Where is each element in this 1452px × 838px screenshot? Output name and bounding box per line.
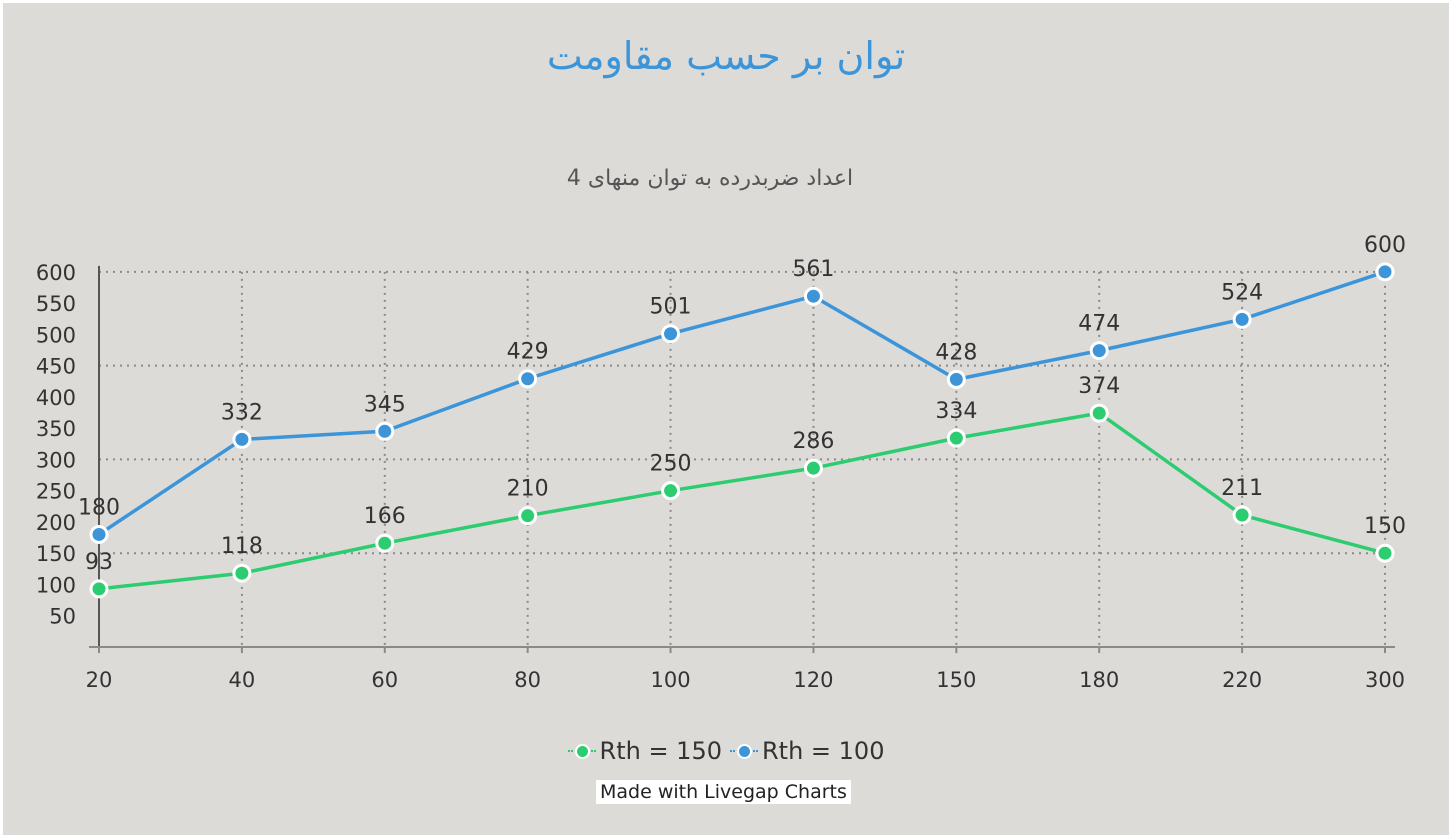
- data-label-series-1: 250: [650, 452, 692, 477]
- data-label-series-1: 150: [1364, 514, 1406, 539]
- y-tick-label: 400: [36, 386, 76, 410]
- data-label-series-1: 286: [792, 429, 834, 454]
- y-tick-label: 200: [36, 511, 76, 535]
- data-point-series-1: [803, 458, 823, 478]
- y-tick-label: 500: [36, 323, 76, 347]
- data-point-series-1: [518, 506, 538, 526]
- legend-item-series-1[interactable]: Rth = 150: [567, 737, 722, 765]
- data-label-series-2: 600: [1364, 233, 1406, 258]
- data-point-series-1: [946, 428, 966, 448]
- data-label-series-2: 180: [78, 495, 120, 520]
- x-tick-label: 120: [793, 668, 833, 692]
- data-label-series-1: 210: [507, 477, 549, 502]
- x-tick-label: 40: [229, 668, 256, 692]
- data-point-series-1: [89, 579, 109, 599]
- x-tick-label: 80: [514, 668, 541, 692]
- x-tick-label: 150: [936, 668, 976, 692]
- legend: Rth = 150 Rth = 100: [0, 737, 1452, 765]
- x-tick-label: 220: [1222, 668, 1262, 692]
- y-tick-label: 550: [36, 292, 76, 316]
- data-label-series-2: 345: [364, 392, 406, 417]
- y-tick-label: 150: [36, 542, 76, 566]
- data-point-series-2: [1089, 341, 1109, 361]
- data-label-series-1: 118: [221, 534, 263, 559]
- legend-item-series-2[interactable]: Rth = 100: [730, 737, 884, 765]
- data-label-series-1: 374: [1078, 374, 1120, 399]
- x-tick-label: 60: [371, 668, 398, 692]
- data-point-series-2: [89, 524, 109, 544]
- data-point-series-2: [661, 324, 681, 344]
- chart-title: توان بر حسب مقاومت: [546, 34, 906, 78]
- series-line-2: [98, 270, 1386, 536]
- data-label-series-1: 334: [935, 399, 977, 424]
- legend-marker-series-2: [730, 741, 758, 761]
- x-tick-label: 180: [1079, 668, 1119, 692]
- data-point-series-1: [1089, 403, 1109, 423]
- y-tick-label: 300: [36, 448, 76, 472]
- data-point-series-1: [232, 563, 252, 583]
- data-point-series-2: [232, 429, 252, 449]
- data-point-series-2: [803, 286, 823, 306]
- chart-subtitle: اعداد ضربدرده به توان منهای 4: [566, 166, 854, 191]
- data-point-series-1: [1375, 543, 1395, 563]
- data-label-series-1: 166: [364, 504, 406, 529]
- legend-label-series-1: Rth = 150: [599, 737, 722, 765]
- data-point-series-1: [375, 533, 395, 553]
- data-label-series-2: 524: [1221, 280, 1263, 305]
- legend-label-series-2: Rth = 100: [762, 737, 885, 765]
- y-tick-label: 600: [36, 261, 76, 285]
- data-label-series-2: 332: [221, 400, 263, 425]
- data-label-series-2: 501: [650, 295, 692, 320]
- series-line-1: [98, 411, 1386, 591]
- data-label-series-2: 561: [792, 257, 834, 282]
- data-point-series-2: [1232, 309, 1252, 329]
- x-tick-label: 100: [651, 668, 691, 692]
- data-point-series-1: [661, 481, 681, 501]
- data-point-series-2: [946, 369, 966, 389]
- data-point-series-1: [1232, 505, 1252, 525]
- y-tick-label: 350: [36, 417, 76, 441]
- y-tick-label: 250: [36, 480, 76, 504]
- data-point-series-2: [518, 369, 538, 389]
- x-tick-label: 300: [1365, 668, 1405, 692]
- y-tick-label: 100: [36, 573, 76, 597]
- data-label-series-2: 429: [507, 340, 549, 365]
- x-tick-label: 20: [86, 668, 113, 692]
- data-label-series-2: 474: [1078, 312, 1120, 337]
- y-tick-label: 450: [36, 355, 76, 379]
- data-label-series-1: 211: [1221, 476, 1263, 501]
- legend-marker-series-1: [567, 741, 596, 761]
- data-point-series-2: [375, 421, 395, 441]
- y-tick-label: 50: [49, 605, 76, 629]
- credit-label[interactable]: Made with Livegap Charts: [596, 780, 851, 804]
- chart-background: [3, 3, 1449, 835]
- data-point-series-2: [1375, 262, 1395, 282]
- data-label-series-1: 93: [85, 550, 113, 575]
- data-label-series-2: 428: [935, 340, 977, 365]
